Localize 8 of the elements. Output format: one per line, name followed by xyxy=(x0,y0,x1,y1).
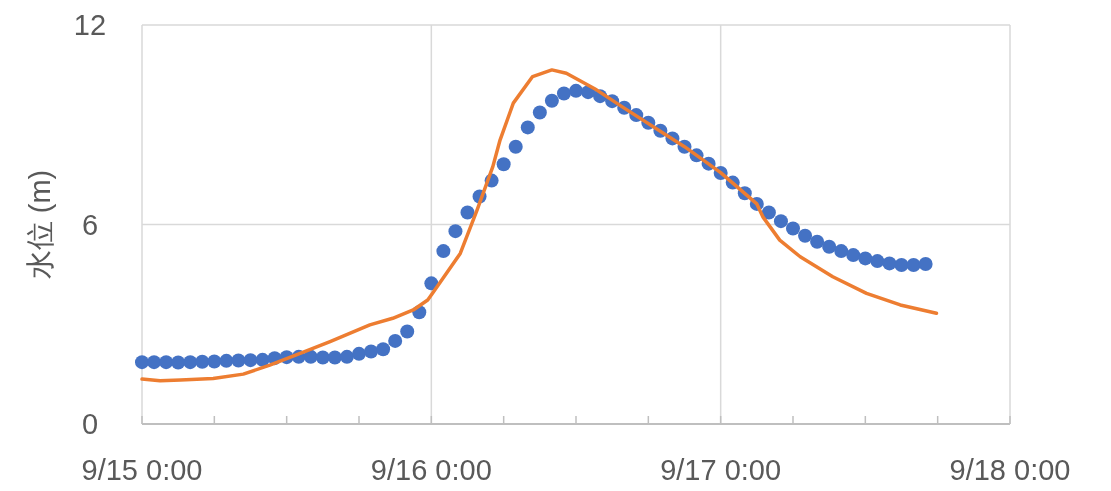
y-tick-label: 0 xyxy=(81,408,99,440)
y-tick-label: 6 xyxy=(81,208,99,241)
y-axis-title: 水位 (m) xyxy=(24,169,56,280)
x-tick-label: 9/17 0:00 xyxy=(660,454,782,486)
x-tick-label: 9/15 0:00 xyxy=(81,454,203,486)
x-tick-label: 9/18 0:00 xyxy=(949,454,1071,486)
y-tick-label: 12 xyxy=(73,9,107,41)
x-tick-label: 9/16 0:00 xyxy=(370,454,492,486)
